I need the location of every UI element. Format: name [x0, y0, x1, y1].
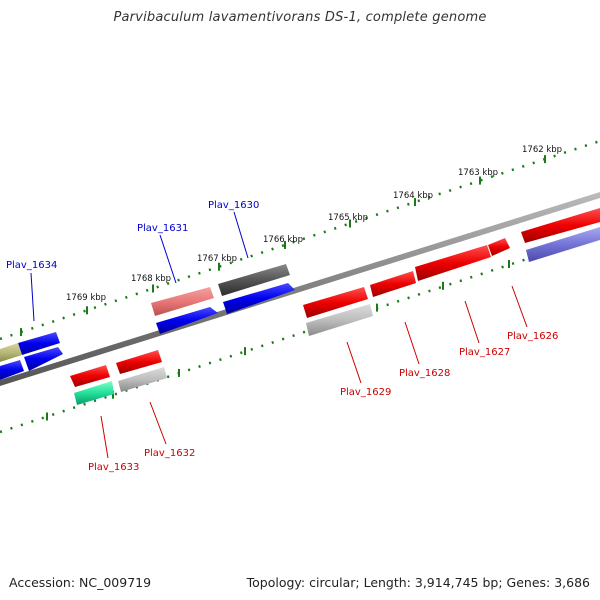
gene-label-plav-1628: Plav_1628 [399, 368, 450, 379]
kbp-label: 1763 kbp [458, 168, 498, 178]
accession-text: Accession: NC_009719 [9, 575, 152, 590]
gene-arrow-olive[interactable] [0, 343, 22, 362]
kbp-scale-labels: 1769 kbp 1768 kbp 1767 kbp 1766 kbp 1765… [66, 145, 562, 303]
gene-arrow-green[interactable] [74, 381, 114, 405]
gene-arrow-plav-1634a[interactable] [18, 332, 60, 355]
gene-label-plav-1633: Plav_1633 [88, 462, 139, 473]
gene-label-plav-1627: Plav_1627 [459, 347, 510, 358]
gene-label-plav-1626: Plav_1626 [507, 331, 558, 342]
gene-arrow-gray-small[interactable] [118, 367, 167, 392]
gene-arrow-left-edge[interactable] [0, 360, 24, 380]
genome-summary-text: Topology: circular; Length: 3,914,745 bp… [246, 575, 590, 590]
gene-arrow-purple[interactable] [526, 227, 600, 262]
gene-arrow-dark[interactable] [218, 264, 290, 296]
gene-arrow-plav-1628[interactable] [370, 271, 416, 297]
gene-arrow-plav-1626[interactable] [521, 208, 600, 243]
gene-labels: Plav_1634 Plav_1631 Plav_1630 Plav_1633 … [6, 200, 558, 473]
gene-arrow-plav-1631-pink[interactable] [151, 287, 214, 316]
kbp-label: 1767 kbp [197, 254, 237, 264]
kbp-label: 1769 kbp [66, 293, 106, 303]
gene-arrow-plav-1632[interactable] [116, 350, 162, 374]
gene-label-plav-1632: Plav_1632 [144, 448, 195, 459]
map-title: Parvibaculum lavamentivorans DS-1, compl… [113, 10, 487, 25]
gene-label-plav-1630: Plav_1630 [208, 200, 259, 211]
gene-arrow-plav-1630[interactable] [223, 283, 295, 314]
kbp-label: 1765 kbp [328, 213, 368, 223]
gene-arrow-plav-1629[interactable] [303, 287, 368, 318]
kbp-label: 1766 kbp [263, 235, 303, 245]
gene-arrow-gray[interactable] [306, 304, 373, 336]
gene-arrow-plav-1627[interactable] [415, 245, 491, 281]
leader-lines [30, 211, 528, 459]
gene-arrow-plav-1627b[interactable] [488, 238, 510, 256]
kbp-label: 1768 kbp [131, 274, 171, 284]
major-ticks [20, 155, 576, 421]
genome-backbone [0, 192, 600, 386]
kbp-label: 1762 kbp [522, 145, 562, 155]
gene-label-plav-1634: Plav_1634 [6, 260, 57, 271]
gene-arrow-plav-1634b[interactable] [24, 347, 63, 371]
gene-label-plav-1631: Plav_1631 [137, 223, 188, 234]
kbp-label: 1764 kbp [393, 191, 433, 201]
gene-arrow-plav-1631[interactable] [156, 307, 218, 334]
gene-arrow-plav-1633[interactable] [70, 365, 110, 387]
gene-label-plav-1629: Plav_1629 [340, 387, 391, 398]
